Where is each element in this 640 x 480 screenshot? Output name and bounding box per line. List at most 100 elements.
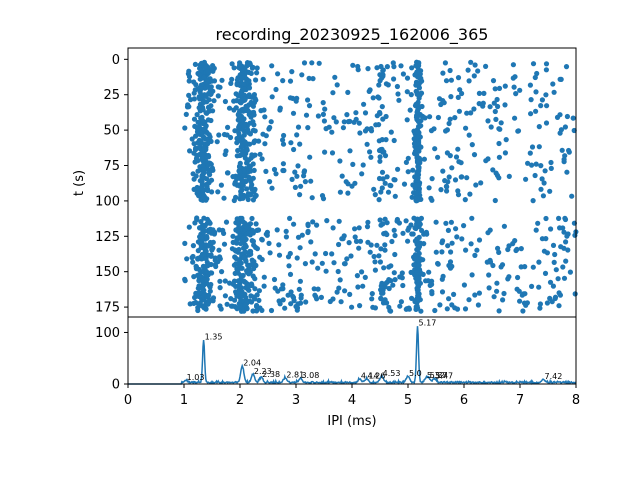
raster-point [495,103,501,110]
raster-point [510,75,516,81]
raster-point [231,65,237,71]
raster-point [344,256,350,262]
raster-point [254,302,260,309]
raster-point [550,283,557,289]
raster-point [244,186,250,192]
raster-point [550,81,556,87]
raster-point [380,290,386,296]
raster-point [335,268,341,275]
raster-point [413,256,419,262]
raster-point [228,80,234,86]
raster-point [295,301,301,307]
raster-point [269,63,275,69]
raster-point [496,308,502,314]
raster-point [210,63,216,69]
raster-point [376,95,382,101]
raster-point [438,187,444,193]
raster-point [205,69,211,75]
raster-point [414,129,420,135]
raster-point [437,302,443,308]
raster-point [447,67,453,74]
raster-point [374,242,380,248]
raster-point [446,120,452,127]
raster-point [222,278,228,284]
raster-point [202,64,208,70]
peak-label: 4.14 [361,371,379,380]
raster-point [201,215,207,221]
raster-point [416,75,422,81]
raster-point [205,117,211,123]
raster-point [378,189,384,195]
raster-point [221,241,228,247]
raster-point [472,252,478,258]
raster-point [404,89,410,95]
raster-point [353,116,359,122]
raster-point [433,219,439,225]
raster-point [448,77,454,83]
raster-point [209,165,215,171]
raster-point [494,288,500,294]
raster-point [206,154,212,160]
raster-point [319,193,326,199]
raster-point [552,294,559,300]
raster-point [530,198,536,204]
raster-point [451,291,457,297]
raster-point [548,226,554,232]
raster-point [432,146,438,152]
raster-point [324,218,330,224]
raster-point [505,246,511,253]
raster-point [467,191,473,197]
raster-point [372,267,378,273]
raster-point [310,219,316,225]
raster-point [254,65,260,71]
raster-point [514,246,520,252]
raster-point [371,253,377,260]
raster-point [220,227,226,233]
raster-point [474,247,480,253]
raster-point [384,64,390,70]
raster-point [415,282,421,288]
raster-point [409,65,415,71]
raster-point [283,234,289,240]
raster-point [362,128,369,134]
raster-point [235,147,241,154]
chart-title: recording_20230925_162006_365 [216,25,489,45]
raster-point [341,261,348,267]
raster-point [251,294,257,300]
raster-point [236,283,242,289]
raster-point [200,162,206,168]
raster-point [557,76,563,82]
raster-point [464,175,470,181]
raster-point [218,182,224,188]
raster-point [466,132,472,138]
raster-point [192,147,199,153]
raster-point [308,178,314,184]
raster-point [416,182,422,188]
raster-point [241,167,247,174]
raster-point [448,94,454,100]
raster-point [239,178,245,184]
y-tick-label: 0 [112,378,120,393]
raster-point [383,81,389,87]
raster-point [280,297,286,303]
raster-point [305,221,311,227]
raster-point [342,288,348,294]
raster-point [486,285,492,291]
raster-point [296,286,302,292]
raster-point [494,280,500,286]
y-tick-label: 100 [95,194,120,209]
raster-point [198,234,204,240]
raster-point [459,174,465,180]
raster-point [236,168,242,174]
raster-point [559,147,565,153]
raster-point [247,141,253,147]
raster-point [277,107,283,113]
raster-point [334,289,340,295]
raster-point [496,140,502,147]
raster-point [377,154,383,160]
raster-point [206,105,212,111]
raster-point [388,278,394,284]
raster-point [369,296,375,302]
raster-point [294,95,300,101]
raster-point [237,108,243,114]
